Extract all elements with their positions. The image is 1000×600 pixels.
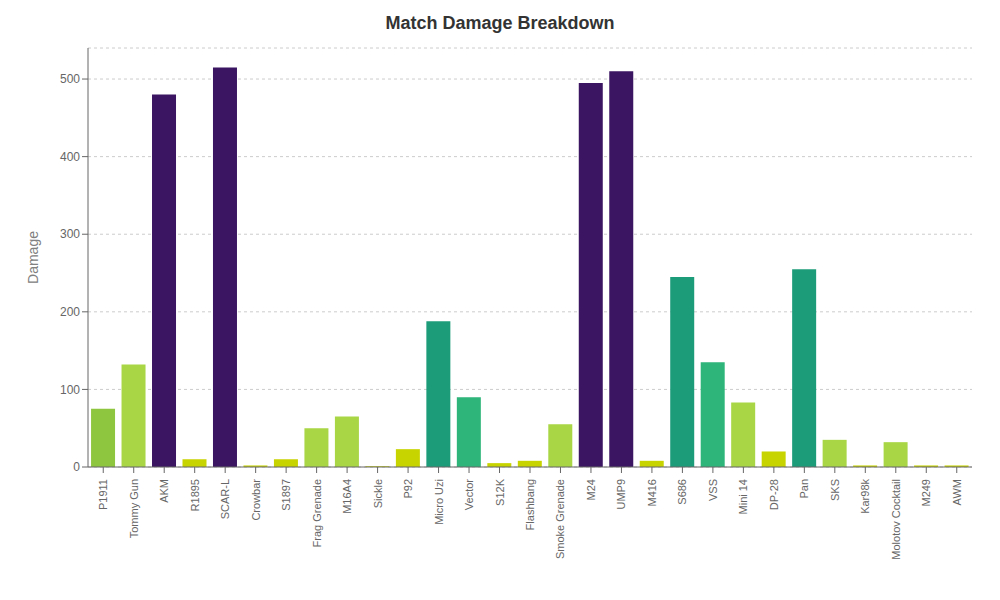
svg-text:DP-28: DP-28 (768, 479, 780, 510)
svg-text:UMP9: UMP9 (615, 479, 627, 510)
svg-text:P1911: P1911 (97, 479, 109, 510)
svg-text:Vector: Vector (463, 479, 475, 511)
svg-text:AWM: AWM (951, 479, 963, 505)
svg-text:0: 0 (73, 460, 80, 474)
svg-text:Frag Grenade: Frag Grenade (311, 479, 323, 547)
svg-text:Sickle: Sickle (372, 479, 384, 508)
svg-text:S1897: S1897 (280, 479, 292, 511)
html-text:Match Damage Breakdown: Match Damage Breakdown (385, 13, 615, 33)
svg-text:Molotov Cocktail: Molotov Cocktail (890, 479, 902, 560)
svg-text:P92: P92 (402, 479, 414, 499)
svg-text:200: 200 (60, 305, 80, 319)
svg-text:M416: M416 (646, 479, 658, 507)
svg-text:Flashbang: Flashbang (524, 479, 536, 530)
svg-text:Kar98k: Kar98k (859, 479, 871, 514)
svg-text:400: 400 (60, 150, 80, 164)
svg-text:VSS: VSS (707, 479, 719, 501)
svg-text:Pan: Pan (798, 479, 810, 499)
svg-text:500: 500 (60, 72, 80, 86)
svg-text:Tommy Gun: Tommy Gun (128, 479, 140, 538)
svg-text:Smoke Grenade: Smoke Grenade (554, 479, 566, 559)
svg-text:R1895: R1895 (189, 479, 201, 511)
svg-text:M24: M24 (585, 479, 597, 500)
svg-text:Mini 14: Mini 14 (737, 479, 749, 514)
svg-text:SCAR-L: SCAR-L (219, 479, 231, 519)
svg-text:S686: S686 (676, 479, 688, 505)
svg-text:Micro Uzi: Micro Uzi (433, 479, 445, 525)
svg-text:S12K: S12K (494, 478, 506, 506)
svg-text:M249: M249 (920, 479, 932, 507)
svg-text:Damage: Damage (25, 231, 41, 284)
svg-text:SKS: SKS (829, 479, 841, 501)
svg-text:300: 300 (60, 227, 80, 241)
svg-text:AKM: AKM (158, 479, 170, 503)
svg-text:Crowbar: Crowbar (250, 479, 262, 521)
svg-text:M16A4: M16A4 (341, 479, 353, 514)
svg-text:100: 100 (60, 383, 80, 397)
